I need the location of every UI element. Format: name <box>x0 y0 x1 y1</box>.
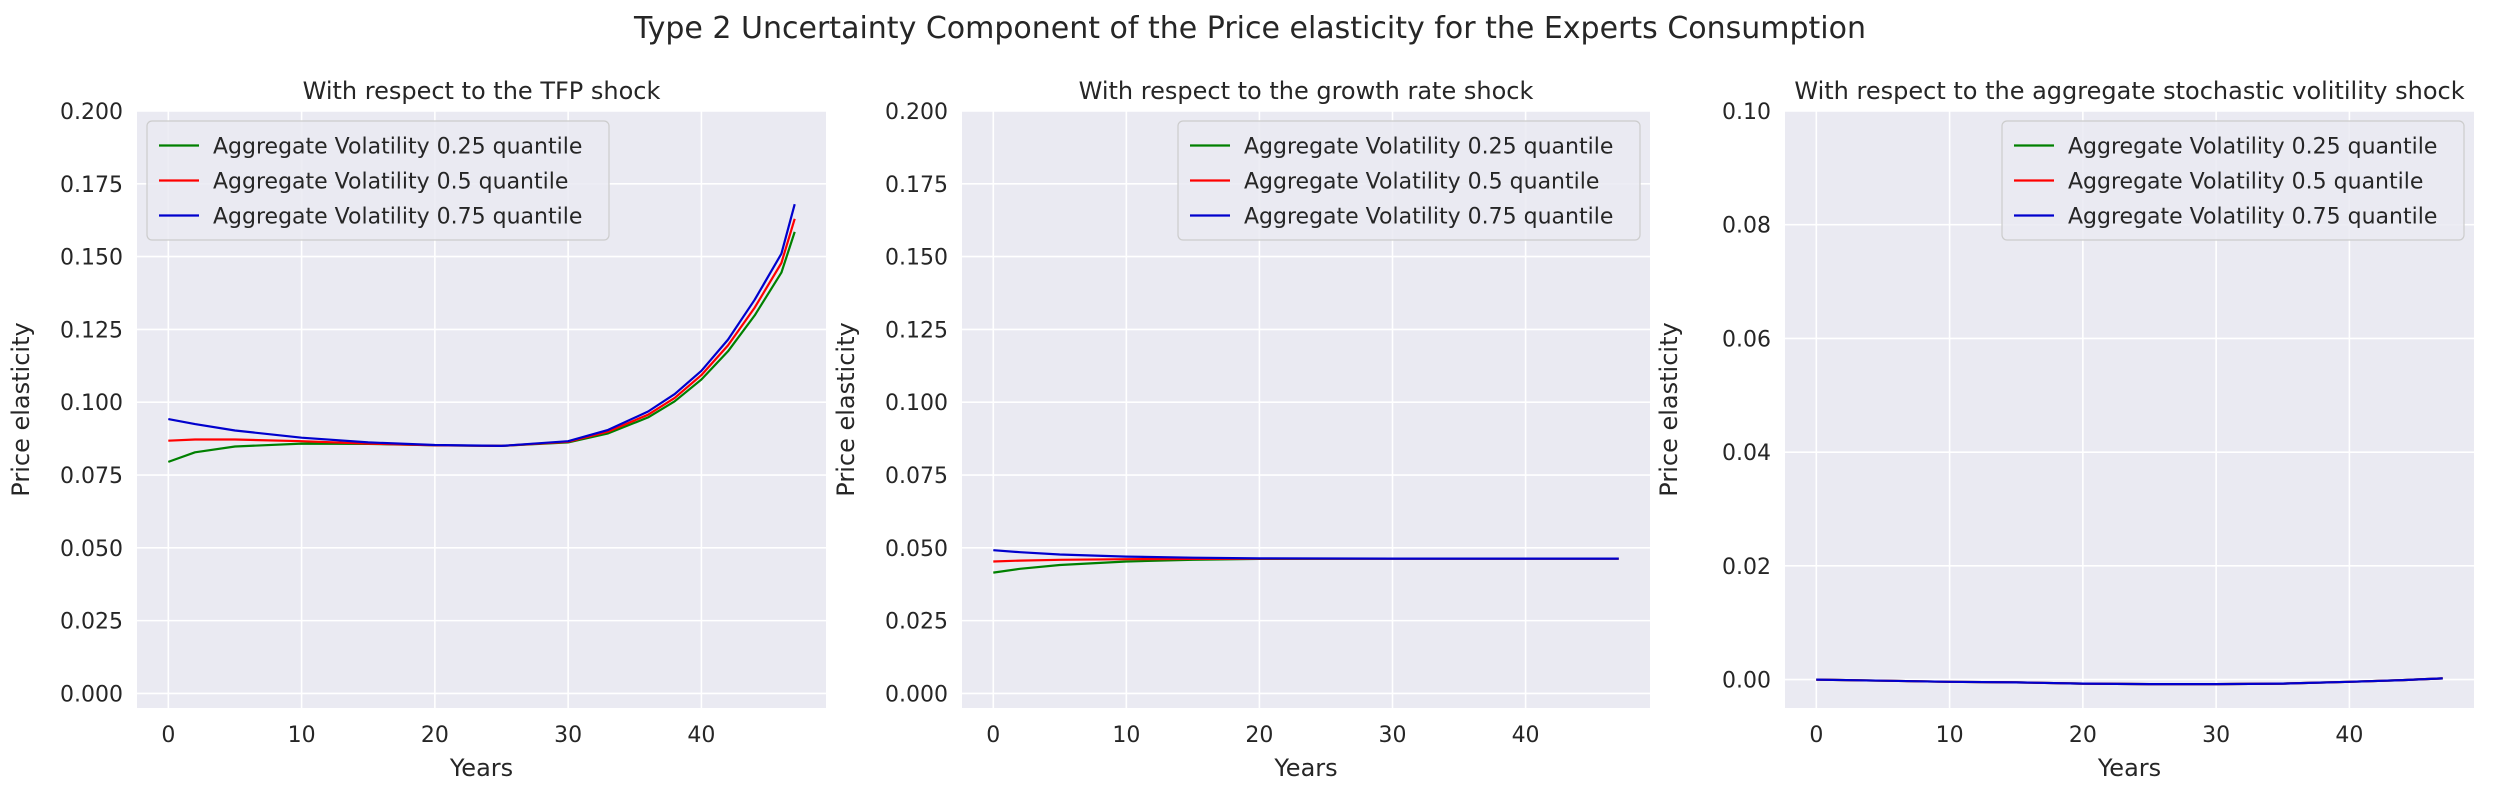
y-tick-label: 0.075 <box>885 464 948 489</box>
series-line-2 <box>168 218 796 447</box>
y-tick-label: 0.08 <box>1722 214 1771 239</box>
y-tick-label: 0.025 <box>60 610 123 635</box>
legend-label: Aggregate Volatility 0.25 quantile <box>1244 135 1613 160</box>
y-tick-label: 0.04 <box>1722 441 1771 466</box>
panel-title: With respect to the TFP shock <box>303 77 661 105</box>
y-tick-label: 0.100 <box>60 391 123 416</box>
x-tick-label: 20 <box>421 723 449 748</box>
y-tick-label: 0.000 <box>60 682 123 707</box>
legend-label: Aggregate Volatility 0.5 quantile <box>2068 170 2423 195</box>
legend: Aggregate Volatility 0.25 quantile Aggreg… <box>2001 120 2465 241</box>
x-tick-label: 0 <box>161 723 175 748</box>
y-tick-label: 0.125 <box>60 318 123 343</box>
x-tick-label: 0 <box>1809 723 1823 748</box>
y-tick-label: 0.125 <box>885 318 948 343</box>
y-tick-label: 0.050 <box>60 537 123 562</box>
chart-panel-1: 0 10 20 30 40 0.000 0.025 0.050 0.075 0.100 0.125 0… <box>7 77 826 782</box>
legend-label: Aggregate Volatility 0.75 quantile <box>213 205 582 230</box>
legend-label: Aggregate Volatility 0.5 quantile <box>1244 170 1599 195</box>
chart-panel-2: 0 10 20 30 40 0.000 0.025 0.050 0.075 0.100 0.125 0… <box>832 77 1650 782</box>
x-tick-label: 30 <box>2202 723 2230 748</box>
series-line-3 <box>168 203 796 447</box>
x-tick-label: 40 <box>2335 723 2363 748</box>
y-tick-label: 0.000 <box>885 682 948 707</box>
legend-label: Aggregate Volatility 0.5 quantile <box>213 170 568 195</box>
x-tick-label: 40 <box>1512 723 1540 748</box>
x-axis-label: Years <box>1273 754 1337 782</box>
y-tick-label: 0.10 <box>1722 100 1771 125</box>
x-tick-label: 30 <box>554 723 582 748</box>
legend-box <box>1177 120 1641 241</box>
y-tick-label: 0.200 <box>60 100 123 125</box>
y-tick-label: 0.175 <box>885 173 948 198</box>
x-tick-label: 10 <box>1112 723 1140 748</box>
legend-label: Aggregate Volatility 0.25 quantile <box>213 135 582 160</box>
x-tick-label: 10 <box>1936 723 1964 748</box>
legend-box <box>146 120 610 241</box>
y-tick-label: 0.150 <box>60 246 123 271</box>
y-axis-label: Price elasticity <box>7 322 35 496</box>
series-line-3 <box>993 549 1619 560</box>
legend-box <box>2001 120 2465 241</box>
x-axis-label: Years <box>2097 754 2161 782</box>
y-tick-label: 0.100 <box>885 391 948 416</box>
x-tick-label: 40 <box>687 723 715 748</box>
legend-label: Aggregate Volatility 0.75 quantile <box>2068 205 2437 230</box>
legend-label: Aggregate Volatility 0.25 quantile <box>2068 135 2437 160</box>
y-axis-label: Price elasticity <box>832 322 860 496</box>
x-tick-label: 20 <box>1245 723 1273 748</box>
y-tick-label: 0.02 <box>1722 555 1771 580</box>
legend-label: Aggregate Volatility 0.75 quantile <box>1244 205 1613 230</box>
y-axis-label: Price elasticity <box>1655 322 1683 496</box>
y-tick-label: 0.175 <box>60 173 123 198</box>
y-tick-label: 0.200 <box>885 100 948 125</box>
y-tick-label: 0.06 <box>1722 327 1771 352</box>
x-tick-label: 20 <box>2069 723 2097 748</box>
series-line-1 <box>167 231 796 463</box>
y-tick-label: 0.150 <box>885 246 948 271</box>
legend: Aggregate Volatility 0.25 quantile Aggreg… <box>146 120 610 241</box>
x-axis-label: Years <box>449 754 513 782</box>
y-tick-label: 0.050 <box>885 537 948 562</box>
chart-panel-3: 0 10 20 30 40 0.00 0.02 0.04 0.06 0.08 0.10 With re… <box>1655 77 2474 782</box>
x-tick-label: 10 <box>288 723 316 748</box>
series-line-3 <box>1816 677 2443 686</box>
panel-title: With respect to the growth rate shock <box>1079 77 1534 105</box>
x-tick-label: 0 <box>986 723 1000 748</box>
x-tick-label: 30 <box>1378 723 1406 748</box>
y-tick-label: 0.075 <box>60 464 123 489</box>
panel-title: With respect to the aggregate stochastic… <box>1794 77 2464 105</box>
y-tick-label: 0.025 <box>885 610 948 635</box>
figure-suptitle: Type 2 Uncertainty Component of the Pric… <box>633 11 1866 46</box>
y-tick-label: 0.00 <box>1722 669 1771 694</box>
legend: Aggregate Volatility 0.25 quantile Aggreg… <box>1177 120 1641 241</box>
